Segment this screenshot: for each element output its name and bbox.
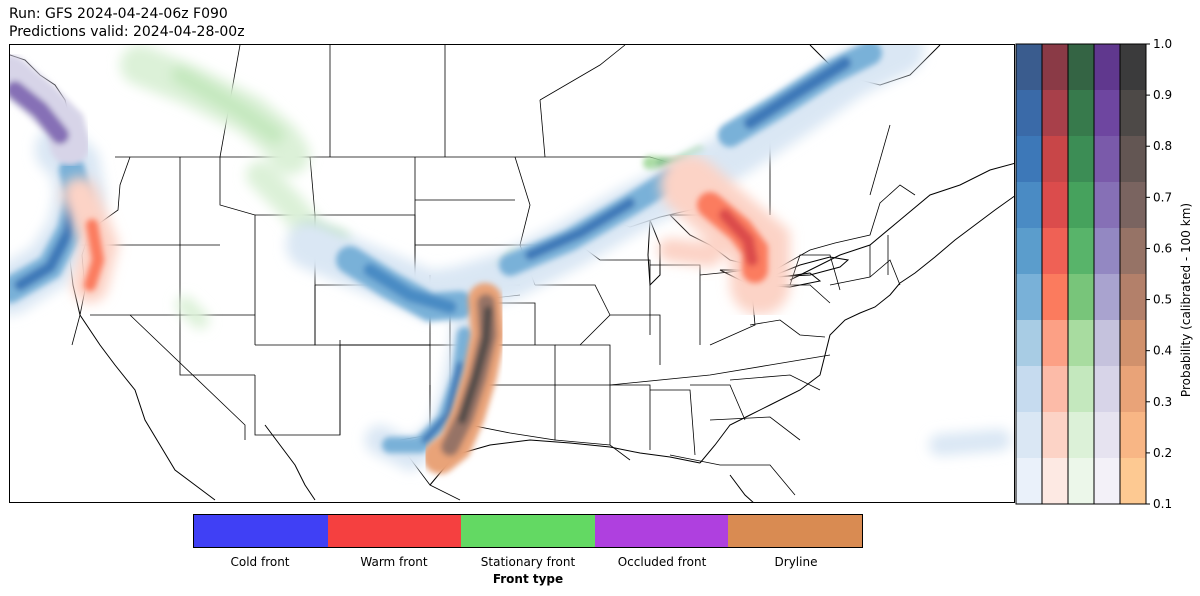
valid-time-title: Predictions valid: 2024-04-28-00z — [9, 24, 245, 40]
colorbar-tick-label-1: 0.2 — [1153, 446, 1172, 460]
colorbar-cell-dryline-4 — [1120, 274, 1146, 320]
colorbar-cell-dryline-9 — [1120, 44, 1146, 90]
legend-swatch-warm-front — [327, 515, 462, 547]
probability-axis-label: Probability (calibrated - 100 km) — [1176, 203, 1196, 397]
stationary-front-probability — [120, 45, 348, 329]
colorbar-tick-label-7: 0.8 — [1153, 139, 1172, 153]
colorbar-cell-stationary-5 — [1068, 228, 1094, 274]
colorbar-cell-stationary-1 — [1068, 412, 1094, 458]
colorbar-cell-occluded-5 — [1094, 228, 1120, 274]
colorbar-cell-stationary-4 — [1068, 274, 1094, 320]
colorbar-cell-cold-6 — [1016, 182, 1042, 228]
probability-colorbar: 0.1 0.2 0.3 0.4 0.5 0.6 0.7 0.8 0.9 1.0 — [1015, 37, 1172, 511]
colorbar-cell-occluded-1 — [1094, 412, 1120, 458]
colorbar-cell-occluded-9 — [1094, 44, 1120, 90]
colorbar-cell-warm-1 — [1042, 412, 1068, 458]
colorbar-cell-dryline-1 — [1120, 412, 1146, 458]
legend-label-warm-front: Warm front — [360, 555, 428, 569]
colorbar-cell-cold-9 — [1016, 44, 1042, 90]
legend-label-occluded-front: Occluded front — [617, 555, 707, 569]
colorbar-cell-warm-9 — [1042, 44, 1068, 90]
colorbar-cell-stationary-7 — [1068, 136, 1094, 182]
colorbar-tick-label-8: 0.9 — [1153, 88, 1172, 102]
colorbar-cell-warm-6 — [1042, 182, 1068, 228]
colorbar-cell-cold-3 — [1016, 320, 1042, 366]
colorbar-cell-cold-8 — [1016, 90, 1042, 136]
colorbar-tick-label-0: 0.1 — [1153, 497, 1172, 511]
colorbar-cell-stationary-3 — [1068, 320, 1094, 366]
colorbar-cell-stationary-8 — [1068, 90, 1094, 136]
legend-swatch-stationary-front — [461, 515, 595, 547]
run-title: Run: GFS 2024-04-24-06z F090 — [9, 6, 228, 22]
colorbar-cell-warm-3 — [1042, 320, 1068, 366]
colorbar-cell-warm-5 — [1042, 228, 1068, 274]
warm-front-probability — [62, 155, 790, 315]
probability-axis-label-text: Probability (calibrated - 100 km) — [1179, 202, 1193, 398]
legend-title: Front type — [492, 572, 564, 586]
colorbar-cell-occluded-4 — [1094, 274, 1120, 320]
colorbar-cell-warm-7 — [1042, 136, 1068, 182]
occluded-front-probability — [10, 55, 90, 165]
colorbar-cell-cold-7 — [1016, 136, 1042, 182]
colorbar-cell-cold-0 — [1016, 458, 1042, 504]
front-probability-map — [9, 44, 1015, 503]
legend-swatch-cold-front — [194, 515, 328, 547]
colorbar-tick-label-5: 0.6 — [1153, 241, 1172, 255]
front-type-legend — [193, 514, 863, 548]
colorbar-cell-occluded-0 — [1094, 458, 1120, 504]
colorbar-cell-cold-1 — [1016, 412, 1042, 458]
colorbar-cell-dryline-0 — [1120, 458, 1146, 504]
colorbar-cell-dryline-6 — [1120, 182, 1146, 228]
colorbar-cell-stationary-9 — [1068, 44, 1094, 90]
colorbar-cell-occluded-8 — [1094, 90, 1120, 136]
colorbar-tick-label-2: 0.3 — [1153, 395, 1172, 409]
colorbar-cell-stationary-6 — [1068, 182, 1094, 228]
legend-label-cold-front: Cold front — [230, 555, 290, 569]
colorbar-cell-cold-5 — [1016, 228, 1042, 274]
colorbar-cell-dryline-3 — [1120, 320, 1146, 366]
colorbar-tick-label-9: 1.0 — [1153, 37, 1172, 51]
colorbar-cell-dryline-5 — [1120, 228, 1146, 274]
colorbar-cell-stationary-0 — [1068, 458, 1094, 504]
colorbar-cell-warm-8 — [1042, 90, 1068, 136]
colorbar-cell-dryline-8 — [1120, 90, 1146, 136]
legend-label-stationary-front: Stationary front — [480, 555, 576, 569]
colorbar-cell-dryline-2 — [1120, 366, 1146, 412]
legend-swatch-occluded-front — [594, 515, 729, 547]
colorbar-cell-occluded-3 — [1094, 320, 1120, 366]
colorbar-cell-warm-4 — [1042, 274, 1068, 320]
cold-front-probability — [10, 45, 1011, 473]
legend-swatch-dryline — [728, 515, 862, 547]
colorbar-cell-warm-0 — [1042, 458, 1068, 504]
colorbar-column-dryline — [1119, 43, 1147, 505]
colorbar-cell-occluded-2 — [1094, 366, 1120, 412]
colorbar-tick-label-3: 0.4 — [1153, 344, 1172, 358]
colorbar-cell-cold-2 — [1016, 366, 1042, 412]
colorbar-cell-warm-2 — [1042, 366, 1068, 412]
colorbar-cell-occluded-6 — [1094, 182, 1120, 228]
colorbar-tick-label-4: 0.5 — [1153, 293, 1172, 307]
dryline-probability — [423, 283, 506, 474]
legend-label-dryline: Dryline — [774, 555, 818, 569]
colorbar-tick-label-6: 0.7 — [1153, 190, 1172, 204]
colorbar-cell-dryline-7 — [1120, 136, 1146, 182]
colorbar-cell-cold-4 — [1016, 274, 1042, 320]
colorbar-cell-stationary-2 — [1068, 366, 1094, 412]
colorbar-cell-occluded-7 — [1094, 136, 1120, 182]
probability-fields — [10, 45, 1011, 474]
